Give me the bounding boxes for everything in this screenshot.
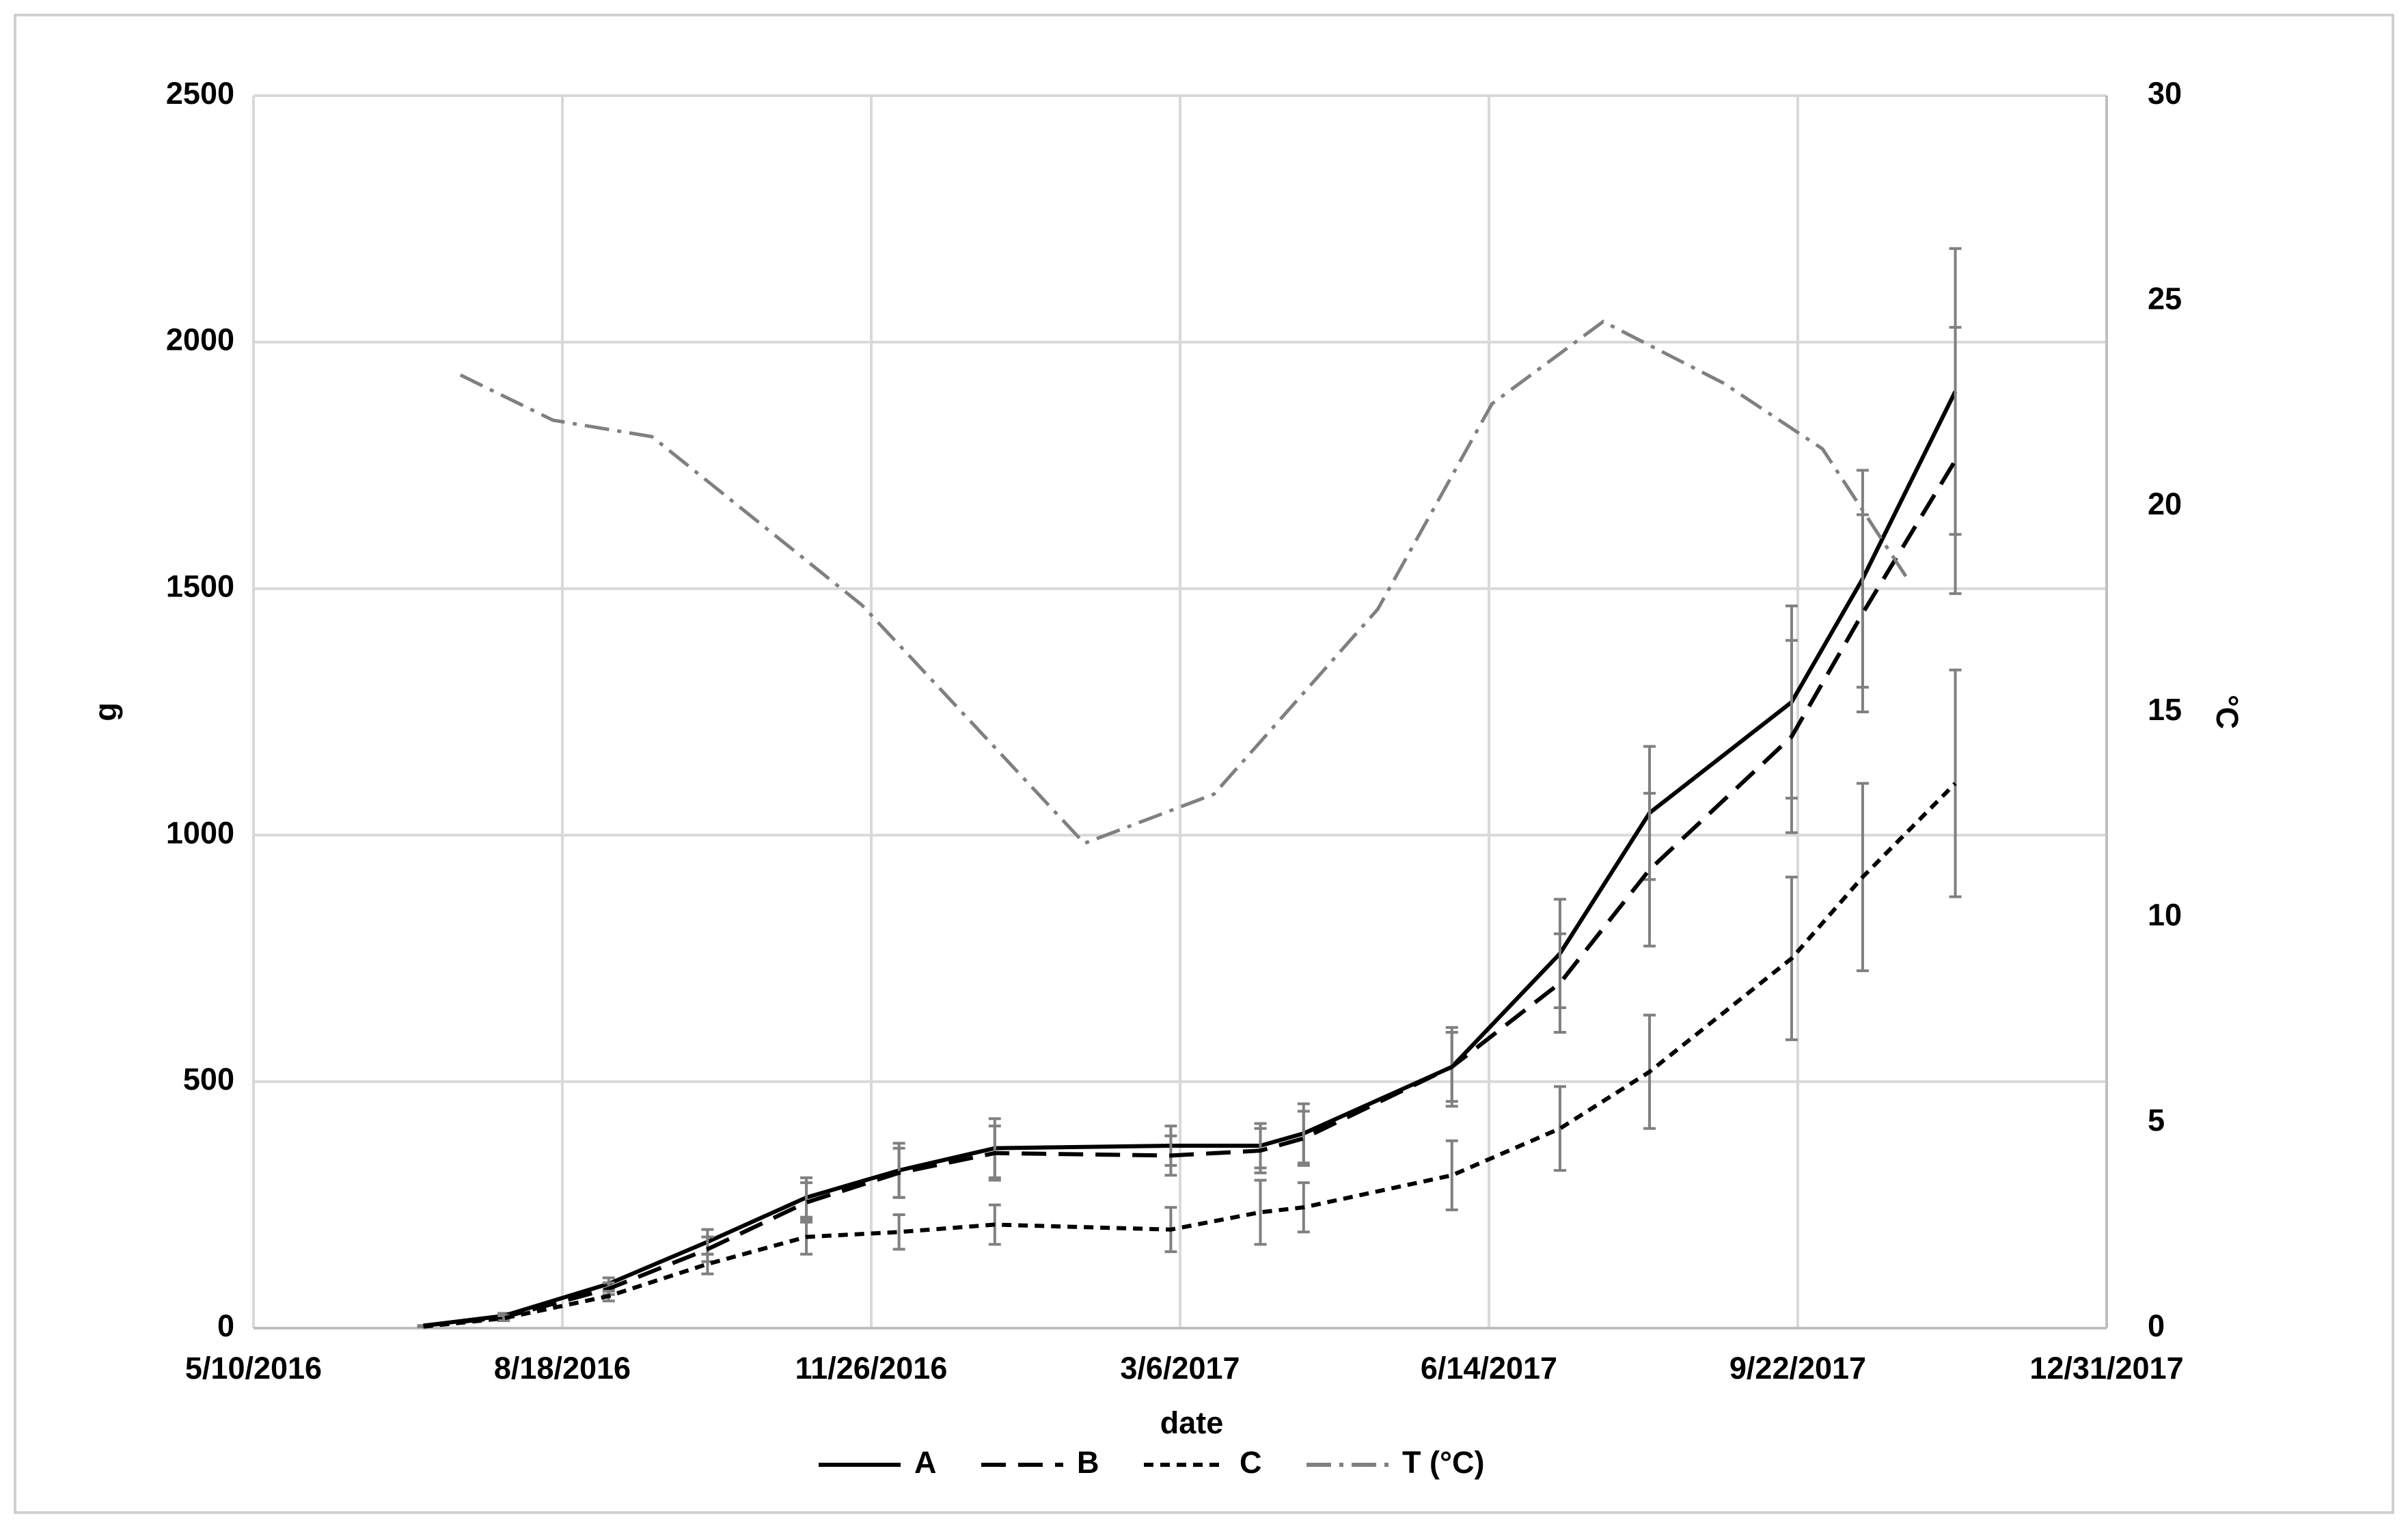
y-tick-label: 2000 xyxy=(166,322,234,357)
y-tick-label: 2500 xyxy=(166,76,234,111)
y2-tick-label: 10 xyxy=(2148,898,2182,933)
legend-label: C xyxy=(1240,1445,1262,1480)
legend-label: B xyxy=(1077,1445,1099,1480)
series-line xyxy=(423,782,1957,1329)
y2-tick-label: 15 xyxy=(2148,692,2182,727)
y-tick-label: 500 xyxy=(183,1062,234,1097)
legend-label: A xyxy=(914,1445,937,1480)
y2-axis-title: °C xyxy=(2210,695,2245,730)
y-tick-label: 1500 xyxy=(166,568,234,603)
x-tick-label: 12/31/2017 xyxy=(2029,1351,2183,1386)
legend-label: T (°C) xyxy=(1402,1445,1484,1480)
series-line xyxy=(459,319,1908,846)
x-tick-label: 5/10/2016 xyxy=(185,1351,322,1386)
x-tick-label: 3/6/2017 xyxy=(1120,1351,1240,1386)
y-tick-label: 0 xyxy=(217,1308,234,1343)
series-line xyxy=(423,459,1958,1328)
y2-tick-label: 30 xyxy=(2148,76,2182,111)
y2-tick-label: 20 xyxy=(2148,486,2182,521)
y2-tick-label: 25 xyxy=(2148,281,2182,316)
y-axis-title: g xyxy=(88,702,123,721)
series-line xyxy=(423,390,1958,1328)
y2-tick-label: 0 xyxy=(2148,1308,2165,1343)
x-tick-label: 6/14/2017 xyxy=(1421,1351,1557,1386)
x-axis-title: date xyxy=(1160,1405,1224,1440)
y2-tick-label: 5 xyxy=(2148,1103,2165,1138)
chart-border xyxy=(14,14,2394,1514)
x-tick-label: 11/26/2016 xyxy=(795,1351,948,1386)
x-tick-label: 9/22/2017 xyxy=(1729,1351,1866,1386)
x-tick-label: 8/18/2016 xyxy=(494,1351,631,1386)
y-tick-label: 1000 xyxy=(166,815,234,850)
